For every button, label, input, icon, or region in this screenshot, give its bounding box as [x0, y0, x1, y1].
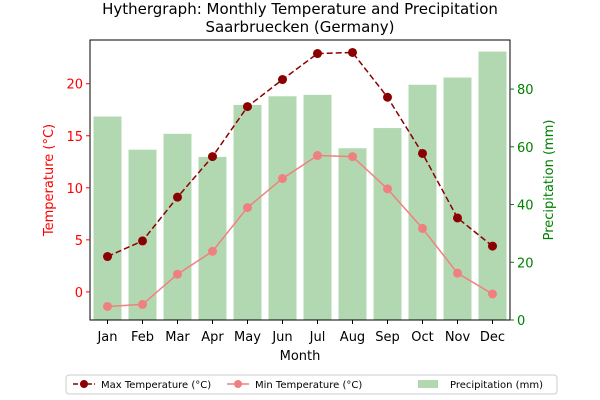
min-temp-point-feb	[138, 299, 147, 309]
max-temp-point-mar	[173, 192, 182, 202]
max-temp-point-feb	[138, 236, 147, 246]
x-tick-label-jul: Jul	[309, 330, 326, 345]
precip-bar-jul	[303, 94, 332, 320]
precip-bar-jan	[93, 116, 122, 320]
max-temp-point-apr	[208, 152, 217, 162]
legend-marker-min	[234, 380, 242, 388]
y-right-tick-label: 0	[517, 314, 525, 329]
y-right-tick-label: 80	[517, 83, 534, 98]
precip-bar-mar	[163, 133, 192, 320]
min-temp-point-oct	[418, 223, 427, 233]
y-axis-left-label: Temperature (°C)	[42, 124, 57, 237]
axes: 0 5 10 15 20 0 20 40 60 80 Jan Feb Mar Apr May Jun Jul Au…	[66, 39, 534, 345]
y-left-tick-label: 10	[66, 182, 83, 197]
min-temp-point-may	[243, 203, 252, 213]
y-axis-right-label: Precipitation (mm)	[542, 120, 557, 241]
legend-swatch-precip	[418, 380, 438, 388]
min-temp-point-apr	[208, 246, 217, 256]
legend-label-min: Min Temperature (°C)	[255, 380, 362, 391]
precip-bar-may	[233, 104, 262, 320]
precip-bar-sep	[373, 128, 402, 320]
chart-subtitle: Saarbruecken (Germany)	[205, 18, 394, 36]
min-temp-point-jan	[103, 301, 112, 311]
max-temp-point-may	[243, 102, 252, 112]
temperature-lines	[103, 47, 497, 311]
precip-bar-jun	[268, 96, 297, 320]
max-temp-point-nov	[453, 213, 462, 223]
precipitation-bars	[93, 51, 507, 321]
max-temp-point-aug	[348, 47, 357, 57]
y-right-tick-label: 40	[517, 199, 534, 214]
legend: Max Temperature (°C) Min Temperature (°C)…	[65, 374, 558, 395]
precip-bar-dec	[478, 51, 507, 321]
legend-box	[65, 374, 558, 395]
x-axis-label: Month	[280, 349, 321, 364]
min-temp-line	[107, 154, 493, 308]
x-tick-label-may: May	[234, 330, 261, 345]
precip-bar-aug	[338, 148, 367, 320]
y-left-tick-label: 20	[66, 78, 83, 93]
legend-marker-max	[80, 380, 88, 388]
max-temp-point-jun	[278, 75, 287, 85]
min-temp-point-mar	[173, 269, 182, 279]
y-right-tick-label: 20	[517, 256, 534, 271]
x-tick-label-mar: Mar	[165, 330, 190, 345]
min-temp-point-dec	[488, 289, 497, 299]
min-temp-point-sep	[383, 184, 392, 194]
legend-label-precip: Precipitation (mm)	[450, 380, 543, 391]
chart-title: Hythergraph: Monthly Temperature and Pre…	[102, 0, 498, 18]
legend-label-max: Max Temperature (°C)	[101, 380, 211, 391]
x-tick-label-dec: Dec	[480, 330, 505, 345]
y-right-tick-label: 60	[517, 141, 534, 156]
x-tick-label-jun: Jun	[271, 330, 292, 345]
max-temp-point-dec	[488, 241, 497, 251]
x-tick-label-apr: Apr	[201, 330, 224, 345]
min-temp-point-nov	[453, 268, 462, 278]
x-tick-label-nov: Nov	[445, 330, 471, 345]
y-left-tick-label: 5	[75, 234, 83, 249]
x-tick-label-feb: Feb	[131, 330, 154, 345]
max-temp-line	[107, 51, 493, 258]
precip-bar-nov	[443, 77, 472, 320]
max-temp-point-oct	[418, 148, 427, 158]
precip-bar-feb	[128, 149, 157, 320]
min-temp-point-aug	[348, 152, 357, 162]
y-left-tick-label: 0	[75, 286, 83, 301]
x-tick-label-sep: Sep	[375, 330, 400, 345]
x-tick-label-aug: Aug	[340, 330, 365, 345]
precip-bar-oct	[408, 84, 437, 320]
x-tick-label-oct: Oct	[411, 330, 433, 345]
max-temp-point-jul	[313, 49, 322, 59]
plot-frame	[89, 39, 511, 321]
y-left-tick-label: 15	[66, 130, 83, 145]
min-temp-point-jul	[313, 151, 322, 161]
min-temp-point-jun	[278, 173, 287, 183]
max-temp-point-jan	[103, 252, 112, 262]
max-temp-point-sep	[383, 92, 392, 102]
x-tick-label-jan: Jan	[96, 330, 117, 345]
